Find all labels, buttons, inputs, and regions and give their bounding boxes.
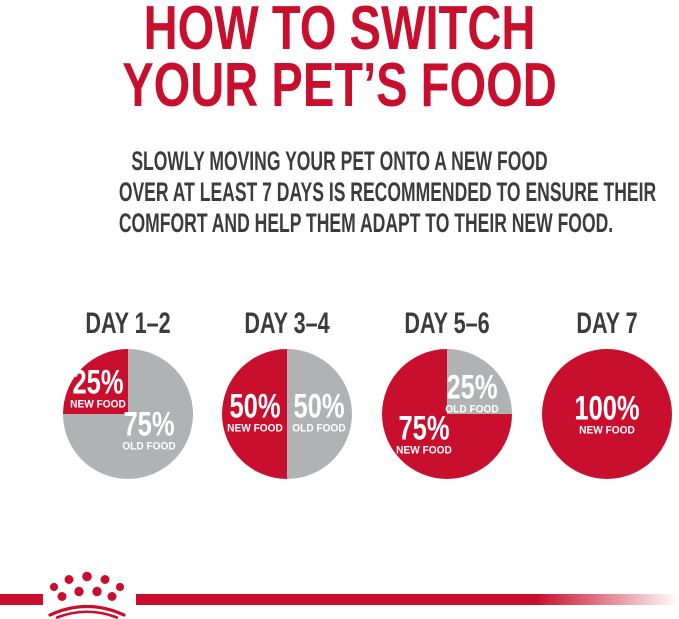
pie-svg [382, 349, 512, 479]
day-3-4-chart: DAY 3–4 50% NEW FOOD 50% OLD FOOD [207, 309, 367, 479]
pie-day-5-6: 75% NEW FOOD 25% OLD FOOD [382, 349, 512, 479]
day-7-chart: DAY 7 100% NEW FOOD [527, 309, 679, 479]
pie-svg [63, 349, 193, 479]
pie-slice-old-food [447, 349, 512, 414]
footer-bar-left-segment [0, 594, 43, 605]
day-5-6-chart: DAY 5–6 75% NEW FOOD 25% OLD FOOD [367, 309, 527, 479]
pie-slice-old-food [287, 349, 352, 479]
subtitle-line-1: SLOWLY MOVING YOUR PET ONTO A NEW FOOD [131, 146, 548, 176]
pie-svg [542, 349, 672, 479]
royal-canin-crown-icon [48, 571, 126, 619]
pie-day-1-2: 25% NEW FOOD 75% OLD FOOD [63, 349, 193, 479]
pie-slice-new-food [63, 349, 128, 414]
day-7-header: DAY 7 [576, 307, 638, 340]
pie-slice-new-food [222, 349, 287, 479]
day-1-2-chart: DAY 1–2 25% NEW FOOD 75% OLD FOOD [48, 309, 208, 479]
subtitle: SLOWLY MOVING YOUR PET ONTO A NEW FOOD O… [0, 146, 679, 239]
page-title: HOW TO SWITCH YOUR PET’S FOOD [0, 0, 679, 120]
pie-slice-new-food [542, 349, 672, 479]
subtitle-line-2: OVER AT LEAST 7 DAYS IS RECOMMENDED TO E… [118, 177, 657, 207]
day-5-6-header: DAY 5–6 [404, 307, 490, 340]
pie-slice-old-food [63, 349, 193, 479]
footer-bar-right-segment [136, 594, 679, 605]
day-1-2-header: DAY 1–2 [85, 307, 171, 340]
pie-svg [222, 349, 352, 479]
pie-day-3-4: 50% NEW FOOD 50% OLD FOOD [222, 349, 352, 479]
day-3-4-header: DAY 3–4 [244, 307, 330, 340]
pie-day-7: 100% NEW FOOD [542, 349, 672, 479]
title-line-1: HOW TO SWITCH [143, 0, 536, 63]
title-line-2: YOUR PET’S FOOD [122, 51, 557, 120]
subtitle-line-3: COMFORT AND HELP THEM ADAPT TO THEIR NEW… [118, 208, 614, 238]
